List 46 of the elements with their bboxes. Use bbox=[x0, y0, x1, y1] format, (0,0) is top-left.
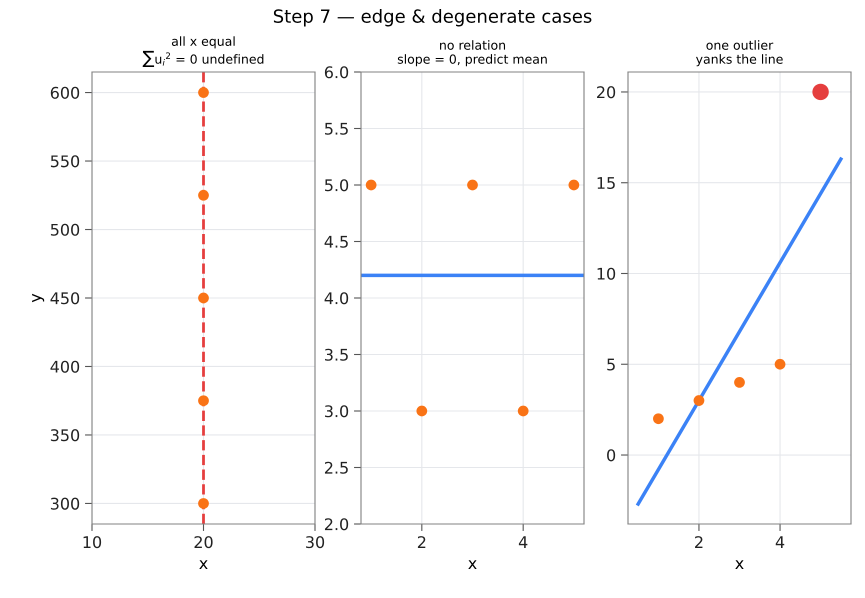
y-tick-label: 3.5 bbox=[325, 348, 348, 361]
y-tick-label: 3.0 bbox=[325, 405, 348, 418]
x-axis-title: x bbox=[468, 560, 477, 569]
y-tick-label: 4.0 bbox=[324, 292, 348, 304]
x-axis-title: x bbox=[735, 560, 744, 569]
y-tick-label: 20 bbox=[597, 86, 616, 98]
y-tick-label: 550 bbox=[50, 155, 80, 168]
y-tick-label: 2.0 bbox=[324, 518, 348, 530]
y-tick-label: 500 bbox=[50, 224, 80, 236]
x-tick-label: 2 bbox=[418, 536, 426, 548]
y-tick-label: 4.5 bbox=[324, 236, 348, 248]
y-tick-label: 0 bbox=[607, 449, 616, 462]
y-tick-label: 15 bbox=[598, 177, 615, 190]
chart-title: all x equal ∑u$_{i}$$^{2}$ = 0 undefined bbox=[142, 36, 264, 68]
text: Step 7 — edge & degenerate cases bbox=[274, 8, 592, 26]
y-tick-label: 5 bbox=[607, 358, 615, 371]
x-tick-label: 4 bbox=[518, 536, 528, 548]
point bbox=[198, 87, 209, 98]
y-tick-label: 5.0 bbox=[325, 179, 348, 192]
x-axis-title: x bbox=[199, 560, 208, 569]
y-tick-label: 300 bbox=[50, 498, 80, 510]
x-tick-label: 10 bbox=[84, 536, 102, 548]
y-tick-label: 400 bbox=[50, 360, 80, 373]
point bbox=[734, 377, 745, 388]
y-axis-title: y bbox=[32, 294, 44, 302]
y-tick-label: 600 bbox=[50, 86, 80, 99]
chart-title: one outlier yanks the line bbox=[696, 40, 783, 66]
y-tick-label: 2.5 bbox=[324, 462, 348, 474]
point bbox=[198, 190, 209, 201]
y-tick-label: 5.5 bbox=[325, 122, 348, 135]
x-tick-label: 2 bbox=[695, 536, 702, 548]
point bbox=[694, 395, 704, 406]
point bbox=[653, 413, 664, 424]
chart-title: no relation slope = 0, predict mean bbox=[398, 40, 547, 66]
x-tick-label: 4 bbox=[776, 536, 784, 548]
y-tick-label: 350 bbox=[50, 429, 80, 442]
x-tick-label: 20 bbox=[194, 536, 213, 548]
point bbox=[198, 292, 209, 304]
y-tick-label: 10 bbox=[598, 268, 616, 280]
point bbox=[198, 395, 209, 406]
point bbox=[774, 358, 786, 370]
point bbox=[198, 498, 209, 509]
y-tick-label: 450 bbox=[50, 292, 80, 304]
x-tick-label: 30 bbox=[306, 536, 324, 548]
y-tick-label: 6.0 bbox=[324, 66, 348, 78]
point bbox=[812, 84, 829, 100]
